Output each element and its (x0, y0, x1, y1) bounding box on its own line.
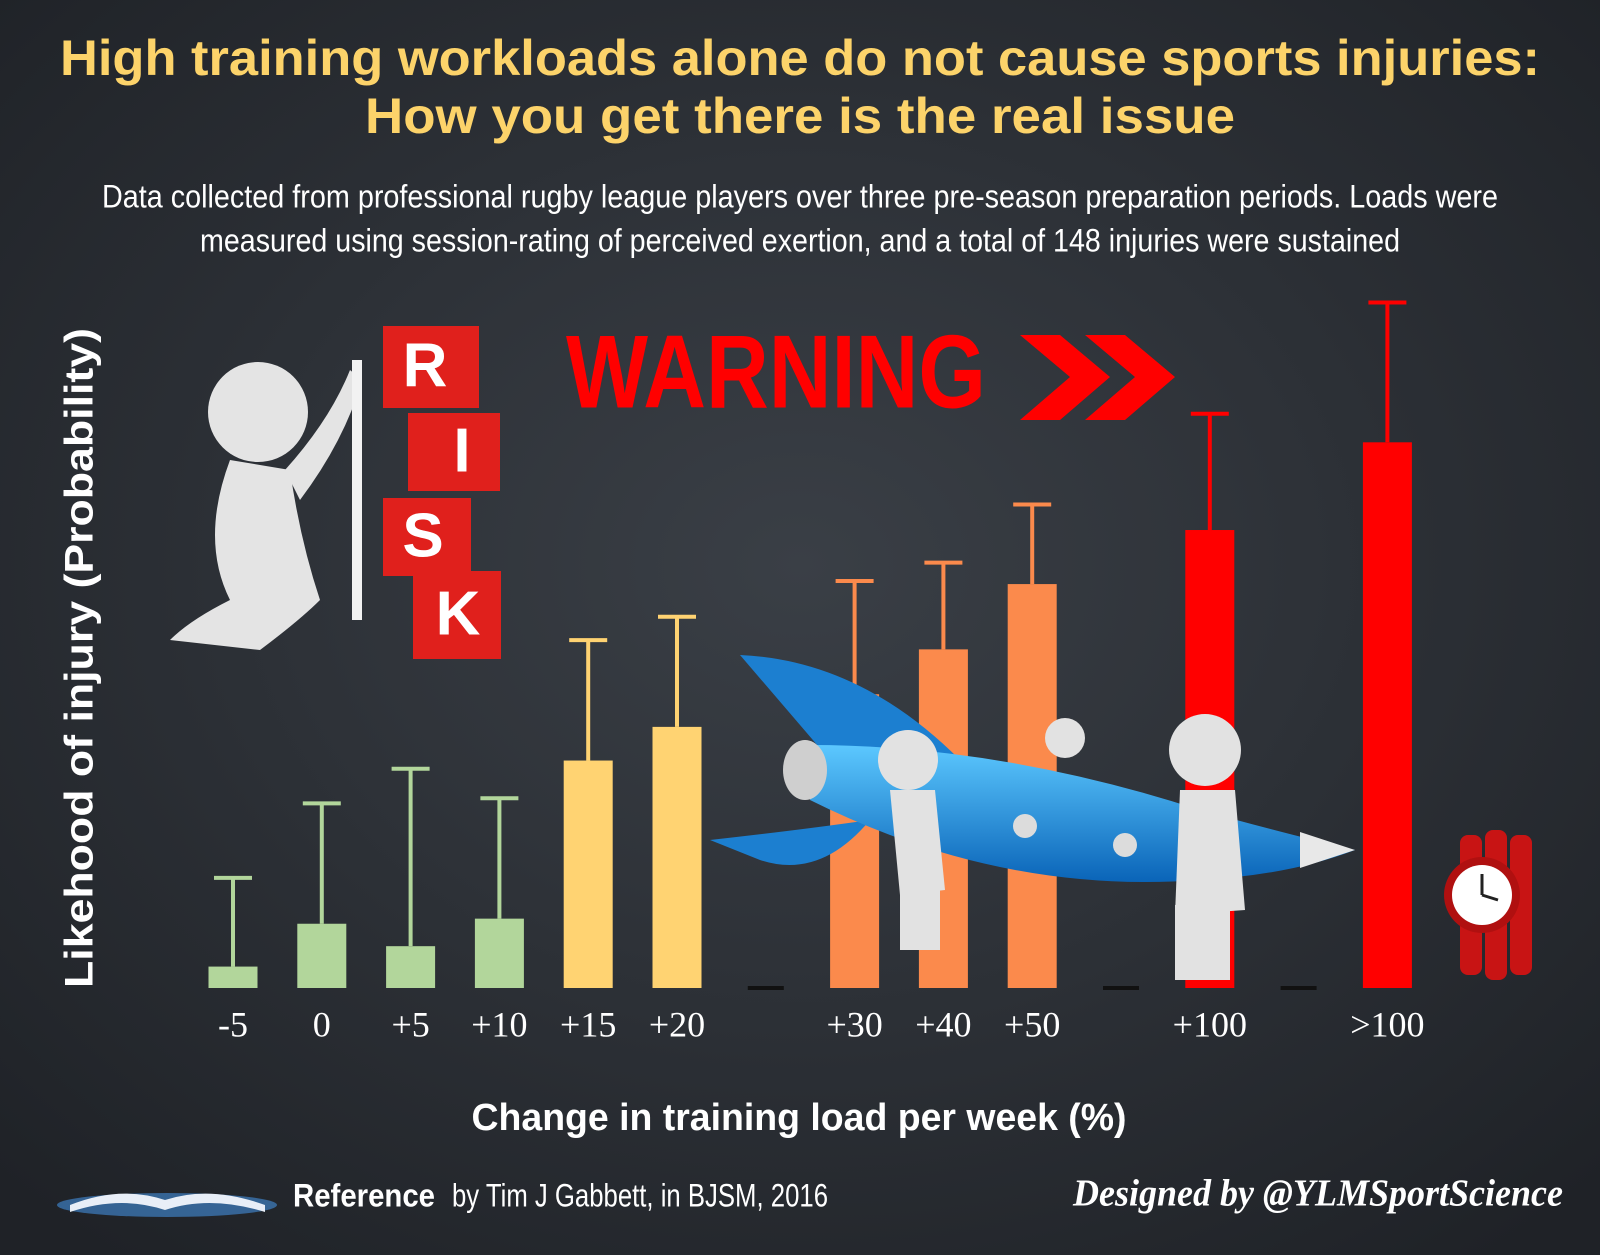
risk-cubes: R I S K (383, 326, 501, 659)
figure-illustration (170, 360, 362, 650)
x-tick-label: 0 (313, 1004, 331, 1044)
subtitle-line: measured using session-rating of perceiv… (200, 222, 1400, 258)
x-tick-label: +40 (915, 1004, 971, 1044)
x-tick-label: +50 (1004, 1004, 1060, 1044)
credit: Designed by @YLMSportScience (1072, 1173, 1563, 1215)
bar (386, 946, 436, 988)
bar (474, 918, 524, 988)
title-line: How you get there is the real issue (365, 88, 1235, 144)
x-tick-label: +5 (391, 1004, 429, 1044)
title-line: High training workloads alone do not cau… (60, 30, 1540, 86)
bar (1362, 442, 1412, 988)
x-tick-label: +10 (471, 1004, 527, 1044)
x-tick-label: +30 (826, 1004, 882, 1044)
chevron (1085, 335, 1175, 420)
book-icon (57, 1193, 277, 1217)
cube-letter: R (403, 331, 448, 400)
chevron (1020, 335, 1110, 420)
cube-letter: S (402, 501, 443, 570)
bar (563, 760, 613, 988)
reference-text: by Tim J Gabbett, in BJSM, 2016 (452, 1177, 828, 1213)
bar (297, 923, 347, 988)
x-tick-label: +15 (560, 1004, 616, 1044)
x-tick-label: -5 (218, 1004, 248, 1044)
bar (208, 966, 258, 988)
warning-text: WARNING (566, 314, 986, 430)
x-tick-label: +100 (1173, 1004, 1247, 1044)
x-tick-label: +20 (649, 1004, 705, 1044)
cube-letter: I (453, 416, 470, 485)
x-axis-label: Change in training load per week (%) (472, 1097, 1127, 1139)
cube-letter: K (436, 579, 481, 648)
subtitle-line: Data collected from professional rugby l… (102, 178, 1498, 214)
reference-label: Reference (293, 1177, 435, 1213)
bomb-illustration (1444, 830, 1532, 980)
rocket-illustration (710, 655, 1355, 980)
y-axis-label: Likehood of injury (Probability) (58, 328, 102, 988)
bar (652, 726, 702, 988)
x-tick-label: >100 (1350, 1004, 1424, 1044)
